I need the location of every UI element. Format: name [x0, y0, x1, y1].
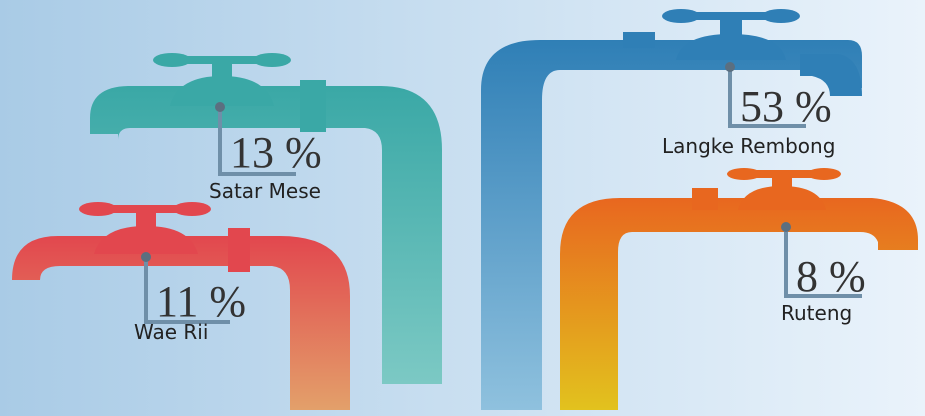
faucet-knob-left-ruteng [727, 168, 761, 180]
faucet-stem-wae-rii [136, 212, 156, 228]
category-label-langke-rembong: Langke Rembong [662, 134, 835, 158]
category-label-wae-rii: Wae Rii [134, 320, 208, 344]
faucet-knob-right-wae-rii [173, 202, 211, 216]
pipe-collar-langke-rembong [623, 32, 655, 48]
value-label-ruteng: 8 % [796, 252, 866, 301]
faucet-langke-rembong [481, 9, 862, 410]
pipe-wae-rii [12, 236, 350, 410]
dot-satar-mese [215, 102, 225, 112]
pipe-collar-ruteng [692, 188, 718, 210]
faucet-spout-langke-rembong [800, 54, 862, 96]
pipe-collar-satar-mese [300, 80, 326, 132]
faucet-ruteng [560, 168, 918, 410]
faucet-body-langke-rembong [676, 34, 786, 60]
dot-langke-rembong [725, 62, 735, 72]
bracket-ruteng [784, 228, 862, 298]
value-label-langke-rembong: 53 % [740, 82, 832, 131]
faucet-body-wae-rii [94, 226, 198, 254]
faucet-body-ruteng [738, 186, 826, 210]
faucet-handle-ruteng [744, 170, 824, 178]
faucet-knob-left-satar-mese [153, 53, 191, 67]
faucet-handle-langke-rembong [686, 12, 778, 20]
faucet-body-satar-mese [170, 76, 274, 106]
category-label-satar-mese: Satar Mese [209, 179, 321, 203]
value-label-wae-rii: 11 % [156, 277, 246, 326]
bracket-langke-rembong [728, 68, 806, 128]
label-brackets [144, 68, 862, 324]
faucet-stem-ruteng [772, 176, 792, 188]
faucet-knob-right-langke-rembong [762, 9, 800, 23]
faucet-satar-mese [90, 53, 442, 384]
faucet-handle-satar-mese [176, 56, 268, 64]
faucet-knob-right-ruteng [807, 168, 841, 180]
faucet-knob-left-wae-rii [79, 202, 117, 216]
pipe-ruteng [560, 198, 918, 410]
pipe-langke-rembong [481, 40, 862, 410]
pipe-collar-wae-rii [228, 228, 250, 272]
bracket-wae-rii [144, 258, 230, 324]
faucet-wae-rii [12, 202, 350, 410]
faucet-handle-wae-rii [100, 205, 192, 213]
faucet-stem-langke-rembong [720, 20, 742, 36]
pipe-satar-mese [90, 86, 442, 384]
category-label-ruteng: Ruteng [781, 301, 852, 325]
faucet-knob-left-langke-rembong [662, 9, 700, 23]
faucet-stem-satar-mese [212, 62, 232, 78]
value-label-satar-mese: 13 % [230, 128, 322, 177]
bracket-dots [141, 62, 791, 262]
dot-ruteng [781, 222, 791, 232]
faucet-knob-right-satar-mese [253, 53, 291, 67]
bracket-satar-mese [218, 108, 296, 176]
dot-wae-rii [141, 252, 151, 262]
